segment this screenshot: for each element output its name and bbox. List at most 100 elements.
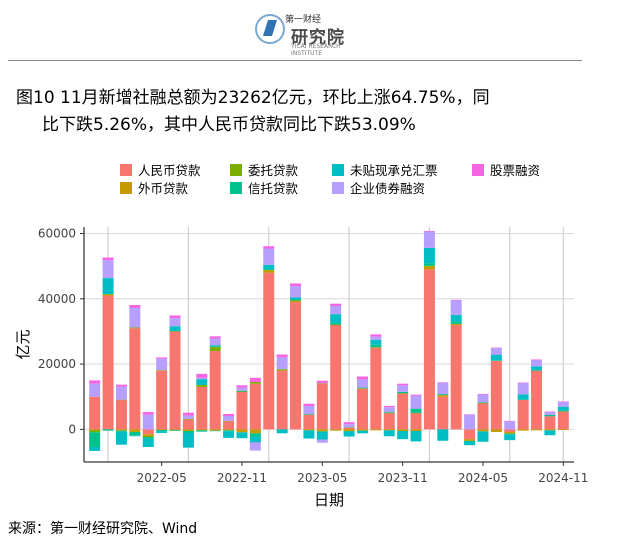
bar-segment: [370, 347, 382, 348]
bar-segment: [477, 431, 489, 442]
bar-segment: [464, 440, 476, 442]
bar-segment: [330, 322, 342, 325]
bar-segment: [356, 379, 368, 388]
bar-segment: [557, 406, 569, 411]
bar-segment: [343, 427, 355, 428]
bar-segment: [276, 357, 288, 369]
bar-segment: [490, 354, 502, 361]
bar-segment: [557, 410, 569, 412]
bar-segment: [504, 433, 516, 435]
bar-segment: [303, 429, 315, 431]
bar-segment: [557, 411, 569, 430]
bar-segment: [303, 414, 315, 415]
bar-segment: [249, 442, 261, 451]
bar-segment: [517, 399, 529, 430]
y-tick-label: 60000: [38, 227, 76, 241]
logo-sub-text: YICAI RESEARCH INSTITUTE: [291, 43, 341, 57]
bar-segment: [316, 439, 328, 443]
x-tick-label: 2024-05: [458, 471, 508, 485]
bar-segment: [450, 314, 462, 322]
source-note: 来源：第一财经研究院、Wind: [8, 521, 198, 537]
bar-segment: [263, 264, 275, 270]
bar-segment: [330, 324, 342, 430]
bar-segment: [156, 358, 168, 371]
bar-segment: [263, 248, 275, 265]
bar-segment: [330, 324, 342, 326]
bar-segment: [142, 429, 154, 435]
bar-segment: [276, 429, 288, 434]
y-tick-label: 0: [68, 422, 76, 436]
legend-label: 企业债券融资: [350, 181, 426, 196]
bar-segment: [249, 382, 261, 384]
legend-swatch: [120, 163, 132, 176]
bar-segment: [464, 414, 476, 415]
bar-segment: [182, 432, 194, 448]
bar-segment: [477, 393, 489, 395]
bar-segment: [182, 418, 194, 420]
bar-segment: [316, 431, 328, 440]
bar-segment: [383, 412, 395, 414]
legend: 人民币贷款 委托贷款 未贴现承兑汇票 股票融资 外币贷款 信托贷款 企业债券融资: [120, 160, 590, 196]
bar-segment: [223, 431, 235, 438]
bar-segment: [397, 430, 409, 440]
legend-item: 人民币贷款: [120, 160, 201, 179]
bar-segment: [223, 420, 235, 422]
bar-segment: [383, 405, 395, 408]
bar-segment: [102, 429, 114, 431]
bar-segment: [156, 429, 168, 431]
x-tick-label: 2022-11: [217, 471, 267, 485]
bar-segment: [142, 414, 154, 430]
bar-segment: [249, 377, 261, 383]
legend-item: 企业债券融资: [332, 178, 425, 197]
bar-segment: [450, 299, 462, 301]
bar-segment: [544, 429, 556, 431]
bar-segment: [142, 412, 154, 415]
bar-segment: [276, 369, 288, 371]
bar-segment: [397, 393, 409, 394]
bar-segment: [316, 431, 328, 432]
bar-segment: [316, 380, 328, 384]
bar-segment: [115, 431, 127, 445]
bar-segment: [410, 394, 422, 396]
bar-segment: [209, 429, 221, 431]
bar-segment: [531, 369, 543, 371]
bar-segment: [290, 299, 302, 301]
bar-segment: [423, 269, 435, 430]
legend-swatch: [230, 163, 242, 176]
bar-segment: [102, 278, 114, 295]
bar-segment: [129, 307, 141, 328]
x-tick-label: 2023-11: [378, 471, 428, 485]
x-axis-title: 日期: [314, 491, 344, 509]
bar-segment: [276, 354, 288, 358]
bar-segment: [129, 328, 141, 430]
bar-segment: [156, 431, 168, 433]
bar-segment: [383, 412, 395, 413]
chart-title: 图10 11月新增社融总额为23262亿元，环比上涨64.75%，同 比下跌5.…: [16, 85, 576, 139]
bar-segment: [223, 414, 235, 416]
bar-segment: [303, 403, 315, 407]
bar-segment: [356, 388, 368, 389]
bar-segment: [169, 430, 181, 431]
legend-item: 未贴现承兑汇票: [332, 160, 438, 179]
bar-segment: [196, 429, 208, 431]
bar-segment: [370, 347, 382, 430]
bar-segment: [129, 431, 141, 436]
bar-segment: [410, 408, 422, 413]
bar-segment: [196, 379, 208, 385]
bar-segment: [142, 436, 154, 438]
bar-segment: [182, 415, 194, 419]
bar-segment: [531, 359, 543, 367]
bar-segment: [89, 396, 101, 430]
logo-icon: [255, 14, 285, 44]
bar-segment: [437, 382, 449, 395]
bar-segment: [356, 376, 368, 380]
bar-segment: [276, 369, 288, 370]
bar-segment: [182, 419, 194, 430]
legend-item: 信托贷款: [230, 178, 298, 197]
bar-segment: [290, 283, 302, 287]
bar-segment: [437, 382, 449, 383]
bar-segment: [356, 388, 368, 430]
bar-segment: [383, 430, 395, 437]
bar-segment: [303, 406, 315, 415]
bar-segment: [303, 414, 315, 416]
